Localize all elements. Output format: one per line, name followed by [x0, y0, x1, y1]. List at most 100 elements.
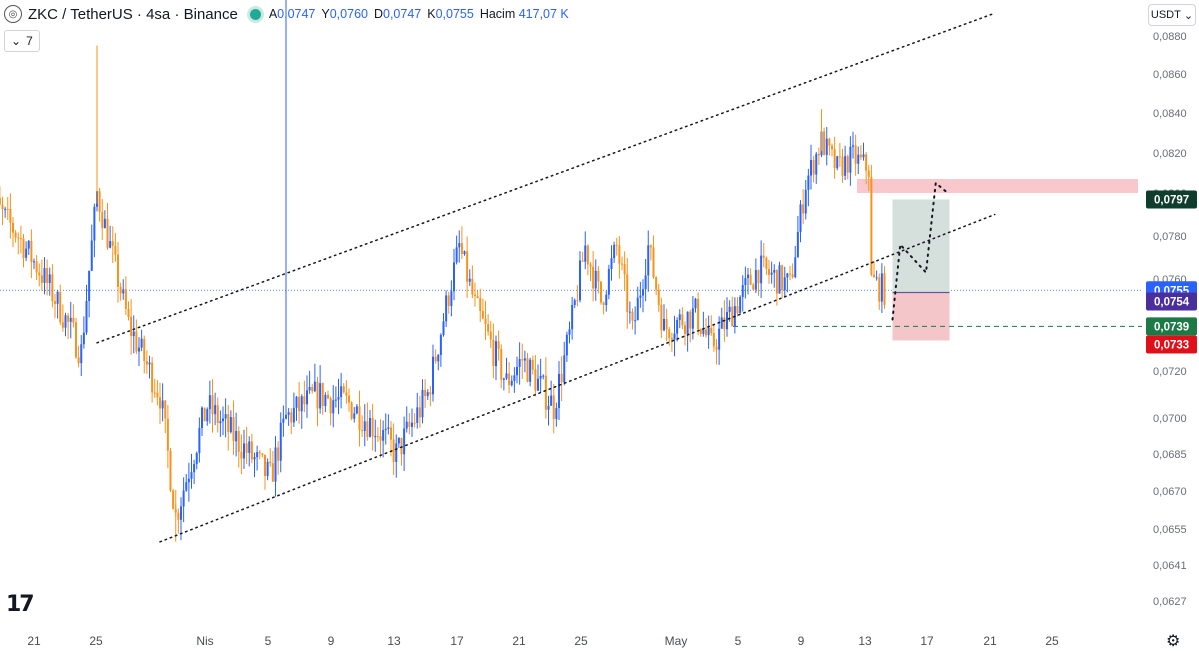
zkc-coin-icon[interactable]: ◎: [4, 5, 22, 23]
candle-body: [558, 373, 560, 409]
candle-body: [334, 399, 337, 401]
candle-body: [434, 356, 437, 362]
candle-body: [760, 255, 763, 284]
candle-body: [607, 268, 610, 295]
candle-body: [40, 275, 43, 283]
candle-body: [19, 238, 22, 240]
candle-body: [586, 245, 589, 265]
candle-body: [374, 436, 377, 438]
candle-body: [143, 338, 146, 362]
candle-body: [838, 156, 841, 158]
candle-body: [699, 329, 702, 334]
candle-body: [27, 240, 30, 249]
candle-body: [447, 295, 450, 306]
price-tag-label: 0,0797: [1154, 194, 1189, 206]
candle-body: [61, 322, 64, 328]
x-tick-label: 17: [450, 634, 464, 648]
x-tick-label: 5: [735, 634, 742, 648]
candle-body: [862, 154, 865, 158]
y-tick-label: 0,0840: [1153, 108, 1187, 120]
candle-body: [169, 450, 172, 491]
candle-body: [757, 270, 760, 284]
ohlc-volume: Hacim 417,07 K: [479, 7, 569, 21]
candle-body: [455, 247, 458, 263]
candle-body: [308, 386, 311, 391]
candle-body: [668, 329, 671, 338]
candle-body: [269, 461, 272, 464]
candle-body: [25, 248, 28, 258]
indicator-collapse-button[interactable]: ⌄ 7: [4, 30, 40, 52]
candle-body: [610, 258, 613, 269]
candle-body: [466, 251, 469, 282]
gear-icon[interactable]: ⚙: [1166, 633, 1181, 650]
candle-body: [510, 380, 513, 386]
candle-body: [710, 327, 713, 334]
candle-body: [476, 296, 479, 298]
y-tick-label: 0,0627: [1153, 596, 1187, 608]
candle-body: [353, 413, 356, 419]
candle-body: [815, 153, 818, 175]
channel-upper-line: [96, 12, 996, 344]
candle-body: [657, 289, 660, 305]
candle-body: [0, 197, 1, 205]
candle-body: [148, 362, 151, 365]
candle-body: [474, 294, 476, 297]
y-tick-label: 0,0655: [1153, 524, 1187, 536]
candle-body: [752, 284, 755, 290]
tradingview-logo-icon[interactable]: 17: [6, 592, 35, 617]
candle-body: [371, 418, 374, 437]
candle-body: [471, 278, 474, 295]
candle-body: [321, 383, 324, 406]
candle-body: [623, 264, 626, 275]
candle-body: [639, 295, 642, 298]
y-tick-label: 0,0700: [1153, 413, 1187, 425]
currency-selector[interactable]: USDT ⌄: [1148, 4, 1196, 26]
candle-body: [348, 395, 350, 403]
candle-body: [615, 244, 618, 246]
candle-body: [75, 322, 77, 358]
candle-body: [534, 369, 537, 391]
candle-body: [201, 407, 203, 429]
candle-body: [17, 237, 20, 239]
candle-body: [237, 431, 240, 452]
candle-body: [437, 354, 440, 362]
candle-body: [54, 301, 56, 304]
candle-body: [421, 389, 424, 418]
candle-body: [90, 240, 93, 271]
candle-body: [193, 463, 196, 473]
candle-body: [277, 447, 280, 461]
candle-body: [705, 329, 707, 336]
candle-body: [865, 154, 868, 171]
candle-body: [707, 327, 710, 336]
candle-body: [67, 315, 70, 322]
candle-body: [38, 272, 41, 276]
candle-body: [101, 212, 104, 228]
candle-body: [229, 417, 232, 433]
candle-body: [736, 306, 739, 314]
candle-body: [810, 160, 812, 176]
candle-body: [508, 373, 511, 386]
candle-body: [846, 156, 849, 173]
symbol-title[interactable]: ZKC / TetherUS · 4sa · Binance: [28, 5, 238, 23]
candle-body: [492, 339, 495, 367]
candle-body: [833, 149, 836, 169]
candle-body: [552, 395, 555, 419]
candle-body: [741, 285, 744, 297]
x-tick-label: 21: [983, 634, 997, 648]
candle-body: [726, 312, 728, 330]
candle-body: [235, 431, 238, 442]
candle-body: [390, 427, 392, 440]
candle-body: [56, 291, 59, 304]
candle-body: [342, 386, 345, 393]
candle-body: [138, 347, 140, 352]
candle-body: [676, 320, 679, 334]
live-status-dot-icon: [249, 8, 261, 20]
y-tick-label: 0,0641: [1153, 560, 1187, 572]
x-tick-label: 9: [798, 634, 805, 648]
candle-body: [697, 298, 700, 330]
candle-body: [594, 270, 597, 289]
candle-body: [854, 145, 857, 164]
candle-body: [628, 311, 631, 313]
candle-body: [216, 405, 219, 424]
